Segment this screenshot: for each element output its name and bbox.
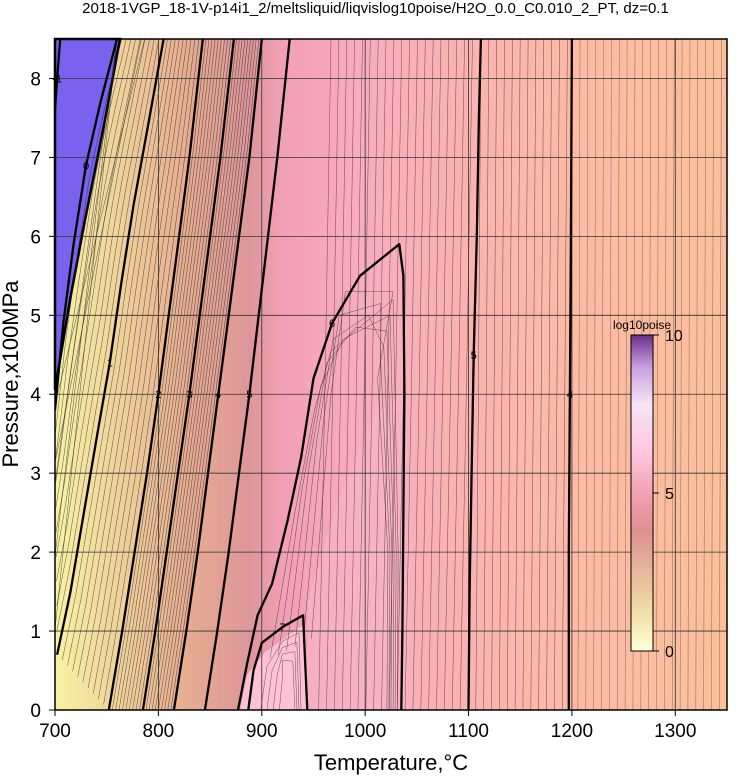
minor-contour-line — [93, 39, 192, 694]
colorbar-scale — [630, 334, 654, 652]
minor-contour-line — [67, 39, 172, 666]
colorbar-ticks: 0 5 10 — [653, 328, 683, 661]
y-tick-label: 4 — [30, 385, 41, 406]
minor-contour-line — [87, 39, 188, 688]
y-tick-label: 5 — [30, 306, 41, 327]
major-contour-line — [55, 39, 119, 411]
minor-contour-line — [151, 39, 243, 710]
minor-contour-line — [98, 39, 196, 699]
minor-contour-line — [170, 39, 260, 710]
plot-frame — [54, 38, 728, 711]
contour-label: 0 — [83, 160, 89, 172]
y-axis-ticks: 0 1 2 3 4 5 6 7 8 — [30, 69, 55, 722]
y-tick-label: 6 — [30, 227, 41, 248]
minor-contour-line — [61, 39, 168, 661]
y-tick-label: 0 — [30, 701, 41, 722]
minor-contour-line — [128, 39, 222, 710]
x-tick-label: 1100 — [448, 721, 489, 742]
contour-label: 4 — [215, 389, 221, 401]
x-axis-label: Temperature,°C — [314, 750, 468, 775]
contour-label: 1 — [107, 358, 113, 370]
minor-contour-line — [135, 39, 228, 710]
minor-contour-line — [260, 632, 302, 710]
y-tick-label: 1 — [30, 622, 41, 643]
minor-contour-line — [272, 651, 298, 710]
minor-contour-line — [139, 39, 232, 710]
x-tick-label: 900 — [246, 721, 278, 742]
contour-label: -1 — [52, 73, 62, 85]
minor-contour-line — [55, 39, 118, 630]
contour-label: 5 — [246, 389, 252, 401]
minor-contour-line — [55, 39, 118, 557]
gridlines — [54, 39, 727, 711]
x-tick-label: 800 — [143, 721, 175, 742]
minor-contour-line — [111, 39, 207, 710]
minor-contour-line — [266, 641, 300, 710]
contour-label: 2 — [155, 389, 161, 401]
colorbar-tick-label: 0 — [665, 644, 674, 661]
x-tick-label: 1300 — [654, 721, 696, 742]
major-contour-line — [107, 39, 204, 710]
minor-contour-line — [164, 39, 254, 710]
y-tick-label: 8 — [30, 69, 41, 90]
contour-label: 6 — [329, 318, 335, 330]
minor-contour-line — [55, 39, 146, 557]
y-tick-label: 7 — [30, 148, 41, 169]
minor-contour-line — [148, 39, 240, 710]
minor-contour-line — [82, 39, 184, 683]
minor-contour-line — [145, 39, 237, 710]
minor-contour-line — [158, 39, 249, 710]
contour-label: 5 — [471, 350, 477, 362]
chart-title: 2018-1VGP_18-1V-p14i1_2/meltsliquid/liqv… — [82, 0, 669, 17]
contour-label: 4 — [567, 389, 573, 401]
minor-contour-line — [167, 39, 257, 710]
viscosity-maximum-region — [240, 624, 309, 710]
major-contour-line — [55, 39, 165, 655]
minor-contour-line — [279, 660, 296, 710]
colorbar-tick-label: 5 — [665, 486, 674, 503]
minor-contour-line — [125, 39, 219, 710]
minor-contour-line — [56, 39, 160, 631]
contour-label: 7 — [279, 622, 285, 634]
minor-contour-line — [155, 39, 246, 710]
y-tick-label: 2 — [30, 543, 41, 564]
major-contour-line — [567, 39, 574, 710]
minor-contour-line — [55, 39, 132, 484]
x-tick-label: 700 — [39, 721, 71, 742]
major-contour-line — [236, 243, 406, 710]
colorbar-tick-label: 10 — [665, 328, 683, 345]
y-axis-label: Pressure,x100MPa — [0, 280, 23, 468]
contour-label: 3 — [186, 389, 192, 401]
y-tick-label: 3 — [30, 464, 41, 485]
major-contour-line — [172, 39, 263, 710]
major-contour-line — [141, 39, 236, 710]
x-tick-label: 1000 — [344, 721, 386, 742]
major-contour-line — [247, 614, 309, 710]
major-contours — [55, 39, 574, 710]
major-contour-line — [203, 39, 291, 710]
minor-contour-line — [103, 39, 200, 705]
minor-contour-line — [55, 39, 136, 508]
minor-contour-line — [55, 39, 127, 460]
minor-contour-line — [122, 39, 216, 710]
minor-contour-line — [55, 39, 142, 463]
minor-contour-line — [115, 39, 210, 710]
colorbar: log10poise 0 5 10 — [613, 318, 683, 661]
x-tick-label: 1200 — [551, 721, 593, 742]
minor-contour-line — [56, 39, 150, 582]
minor-contour-line — [55, 39, 141, 533]
minor-contour-line — [118, 39, 213, 710]
minor-contour-line — [132, 39, 225, 710]
minor-contour-line — [161, 39, 251, 710]
x-axis-ticks: 700 800 900 1000 1100 1200 1300 — [39, 710, 696, 742]
colorbar-label: log10poise — [613, 318, 671, 332]
major-contour-line — [467, 39, 483, 710]
contour-labels: -1 0 1 2 3 4 5 6 7 5 4 — [52, 73, 573, 634]
minor-contour-line — [56, 39, 155, 606]
minor-contour-line — [55, 39, 118, 484]
minor-contour-line — [77, 39, 180, 677]
